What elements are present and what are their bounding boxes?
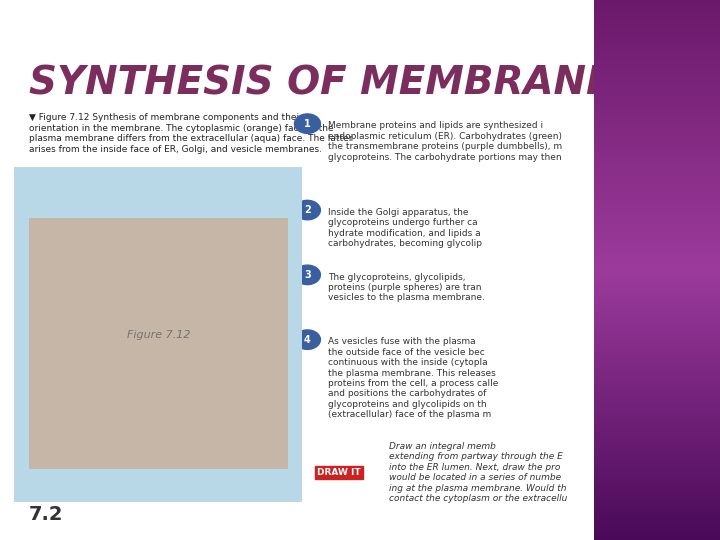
Text: 2: 2 bbox=[304, 205, 311, 215]
Text: 1: 1 bbox=[304, 119, 311, 129]
Text: 3: 3 bbox=[304, 270, 311, 280]
Text: 4: 4 bbox=[304, 335, 311, 345]
Text: SYNTHESIS OF MEMBRANE COMPONENTS: SYNTHESIS OF MEMBRANE COMPONENTS bbox=[29, 65, 720, 103]
Text: 7.2: 7.2 bbox=[29, 505, 63, 524]
Circle shape bbox=[294, 265, 320, 285]
Text: As vesicles fuse with the plasma
the outside face of the vesicle bec
continuous : As vesicles fuse with the plasma the out… bbox=[328, 338, 498, 419]
Circle shape bbox=[294, 200, 320, 220]
Circle shape bbox=[294, 114, 320, 133]
Text: Draw an integral memb
extending from partway through the E
into the ER lumen. Ne: Draw an integral memb extending from par… bbox=[389, 442, 567, 503]
Text: Membrane proteins and lipids are synthesized i
endoplasmic reticulum (ER). Carbo: Membrane proteins and lipids are synthes… bbox=[328, 122, 562, 161]
Text: Inside the Golgi apparatus, the
glycoproteins undergo further ca
hydrate modific: Inside the Golgi apparatus, the glycopro… bbox=[328, 208, 482, 248]
Circle shape bbox=[294, 330, 320, 349]
Bar bbox=[29, 218, 288, 469]
Text: DRAW IT: DRAW IT bbox=[317, 468, 361, 477]
FancyBboxPatch shape bbox=[0, 0, 594, 540]
Text: ▼ Figure 7.12 Synthesis of membrane components and their
orientation in the memb: ▼ Figure 7.12 Synthesis of membrane comp… bbox=[29, 113, 352, 153]
Text: Figure 7.12: Figure 7.12 bbox=[127, 330, 190, 340]
Text: The glycoproteins, glycolipids,
proteins (purple spheres) are tran
vesicles to t: The glycoproteins, glycolipids, proteins… bbox=[328, 273, 485, 302]
